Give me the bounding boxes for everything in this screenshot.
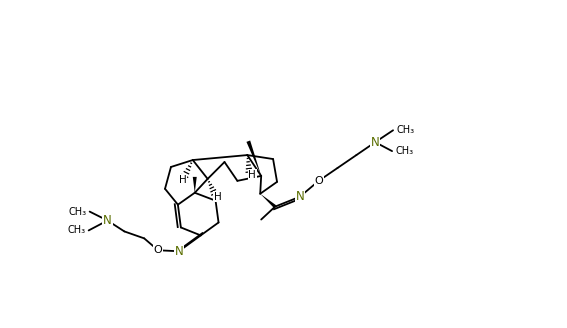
Text: CH₃: CH₃ <box>67 225 86 236</box>
Polygon shape <box>193 177 197 193</box>
Text: H: H <box>214 192 222 202</box>
Text: H: H <box>179 175 187 185</box>
Polygon shape <box>260 194 276 208</box>
Text: CH₃: CH₃ <box>395 146 413 156</box>
Text: H: H <box>248 170 256 180</box>
Text: N: N <box>295 190 304 203</box>
Text: N: N <box>103 214 112 227</box>
Polygon shape <box>247 140 261 176</box>
Text: N: N <box>371 136 379 149</box>
Text: N: N <box>175 245 183 258</box>
Text: CH₃: CH₃ <box>69 207 87 216</box>
Text: O: O <box>314 176 323 186</box>
Text: CH₃: CH₃ <box>396 125 414 135</box>
Text: O: O <box>154 245 163 255</box>
